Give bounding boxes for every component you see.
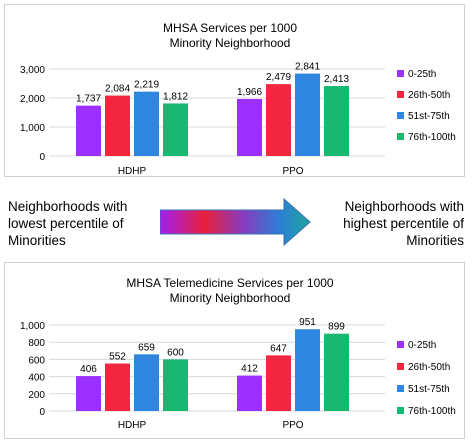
legend-label: 51st-75th — [408, 111, 450, 122]
bar-data-label: 2,841 — [295, 62, 320, 73]
legend-swatch — [397, 407, 404, 414]
y-tick-label: 1,000 — [20, 321, 45, 332]
bar-0-25th — [76, 376, 101, 411]
lowest-caption-line: Minorities — [8, 233, 66, 248]
bar-76th-100th — [163, 359, 188, 411]
chart-panel-mhsa-services: MHSA Services per 1000 Minority Neighborh… — [4, 4, 465, 177]
bar-0-25th — [76, 105, 101, 156]
bar-0-25th — [237, 375, 262, 411]
y-tick-label: 0 — [39, 407, 45, 418]
bar-data-label: 1,966 — [237, 87, 262, 98]
highest-caption-line: highest percentile of — [343, 216, 464, 231]
legend-swatch — [397, 112, 404, 119]
legend-swatch — [397, 133, 404, 140]
chart-mhsa-telemedicine: MHSA Telemedicine Services per 1000Minor… — [20, 276, 456, 431]
bar-data-label: 406 — [80, 364, 97, 375]
legend-swatch — [397, 385, 404, 392]
legend-swatch — [397, 363, 404, 370]
category-label: PPO — [282, 166, 303, 177]
chart-title-line: MHSA Services per 1000 — [163, 21, 297, 35]
bar-data-label: 899 — [328, 322, 345, 333]
bar-26th-50th — [266, 84, 291, 156]
bar-76th-100th — [324, 86, 349, 156]
chart-panel-mhsa-telemedicine: MHSA Telemedicine Services per 1000 Minor… — [4, 262, 465, 439]
bar-data-label: 659 — [138, 342, 155, 353]
legend-label: 26th-50th — [408, 362, 450, 373]
legend-swatch — [397, 91, 404, 98]
legend-label: 76th-100th — [408, 406, 456, 417]
legend-label: 0-25th — [408, 340, 436, 351]
highest-caption-line: Minorities — [406, 233, 464, 248]
bar-data-label: 2,084 — [105, 84, 130, 95]
chart-title-line: MHSA Telemedicine Services per 1000 — [126, 276, 334, 290]
bar-76th-100th — [163, 103, 188, 156]
bar-data-label: 951 — [299, 317, 316, 328]
legend-swatch — [397, 70, 404, 77]
bar-data-label: 600 — [167, 347, 184, 358]
bar-51st-75th — [134, 91, 159, 156]
y-tick-label: 800 — [28, 338, 45, 349]
y-tick-label: 400 — [28, 373, 45, 384]
category-label: HDHP — [118, 420, 147, 431]
y-tick-label: 0 — [39, 152, 45, 163]
bar-26th-50th — [105, 95, 130, 156]
legend-label: 26th-50th — [408, 90, 450, 101]
bar-data-label: 1,737 — [76, 94, 101, 105]
bar-26th-50th — [266, 355, 291, 411]
chart-title-line: Minority Neighborhood — [170, 36, 291, 50]
bar-51st-75th — [134, 354, 159, 411]
y-tick-label: 1,000 — [20, 123, 45, 134]
bar-76th-100th — [324, 333, 349, 411]
highest-percentile-caption: Neighborhoods with highest percentile of… — [343, 198, 464, 249]
bar-51st-75th — [295, 73, 320, 156]
bar-data-label: 2,219 — [134, 80, 159, 91]
bar-data-label: 2,413 — [324, 74, 349, 85]
lowest-caption-line: lowest percentile of — [8, 216, 124, 231]
bar-0-25th — [237, 98, 262, 156]
gradient-arrow-icon — [160, 198, 311, 246]
legend-label: 76th-100th — [408, 132, 456, 143]
y-tick-label: 2,000 — [20, 94, 45, 105]
legend-label: 0-25th — [408, 69, 436, 80]
category-label: PPO — [282, 420, 303, 431]
chart-title-line: Minority Neighborhood — [170, 291, 291, 305]
bar-data-label: 412 — [241, 364, 258, 375]
category-label: HDHP — [118, 166, 147, 177]
legend-label: 51st-75th — [408, 384, 450, 395]
y-tick-label: 200 — [28, 390, 45, 401]
lowest-percentile-caption: Neighborhoods with lowest percentile of … — [8, 198, 127, 249]
y-tick-label: 600 — [28, 355, 45, 366]
bar-51st-75th — [295, 329, 320, 411]
bar-data-label: 647 — [270, 343, 287, 354]
bar-data-label: 552 — [109, 352, 126, 363]
bar-data-label: 1,812 — [163, 91, 188, 102]
legend-swatch — [397, 341, 404, 348]
bar-26th-50th — [105, 363, 130, 411]
y-tick-label: 3,000 — [20, 65, 45, 76]
lowest-caption-line: Neighborhoods with — [8, 199, 128, 214]
highest-caption-line: Neighborhoods with — [344, 199, 464, 214]
bar-data-label: 2,479 — [266, 72, 291, 83]
